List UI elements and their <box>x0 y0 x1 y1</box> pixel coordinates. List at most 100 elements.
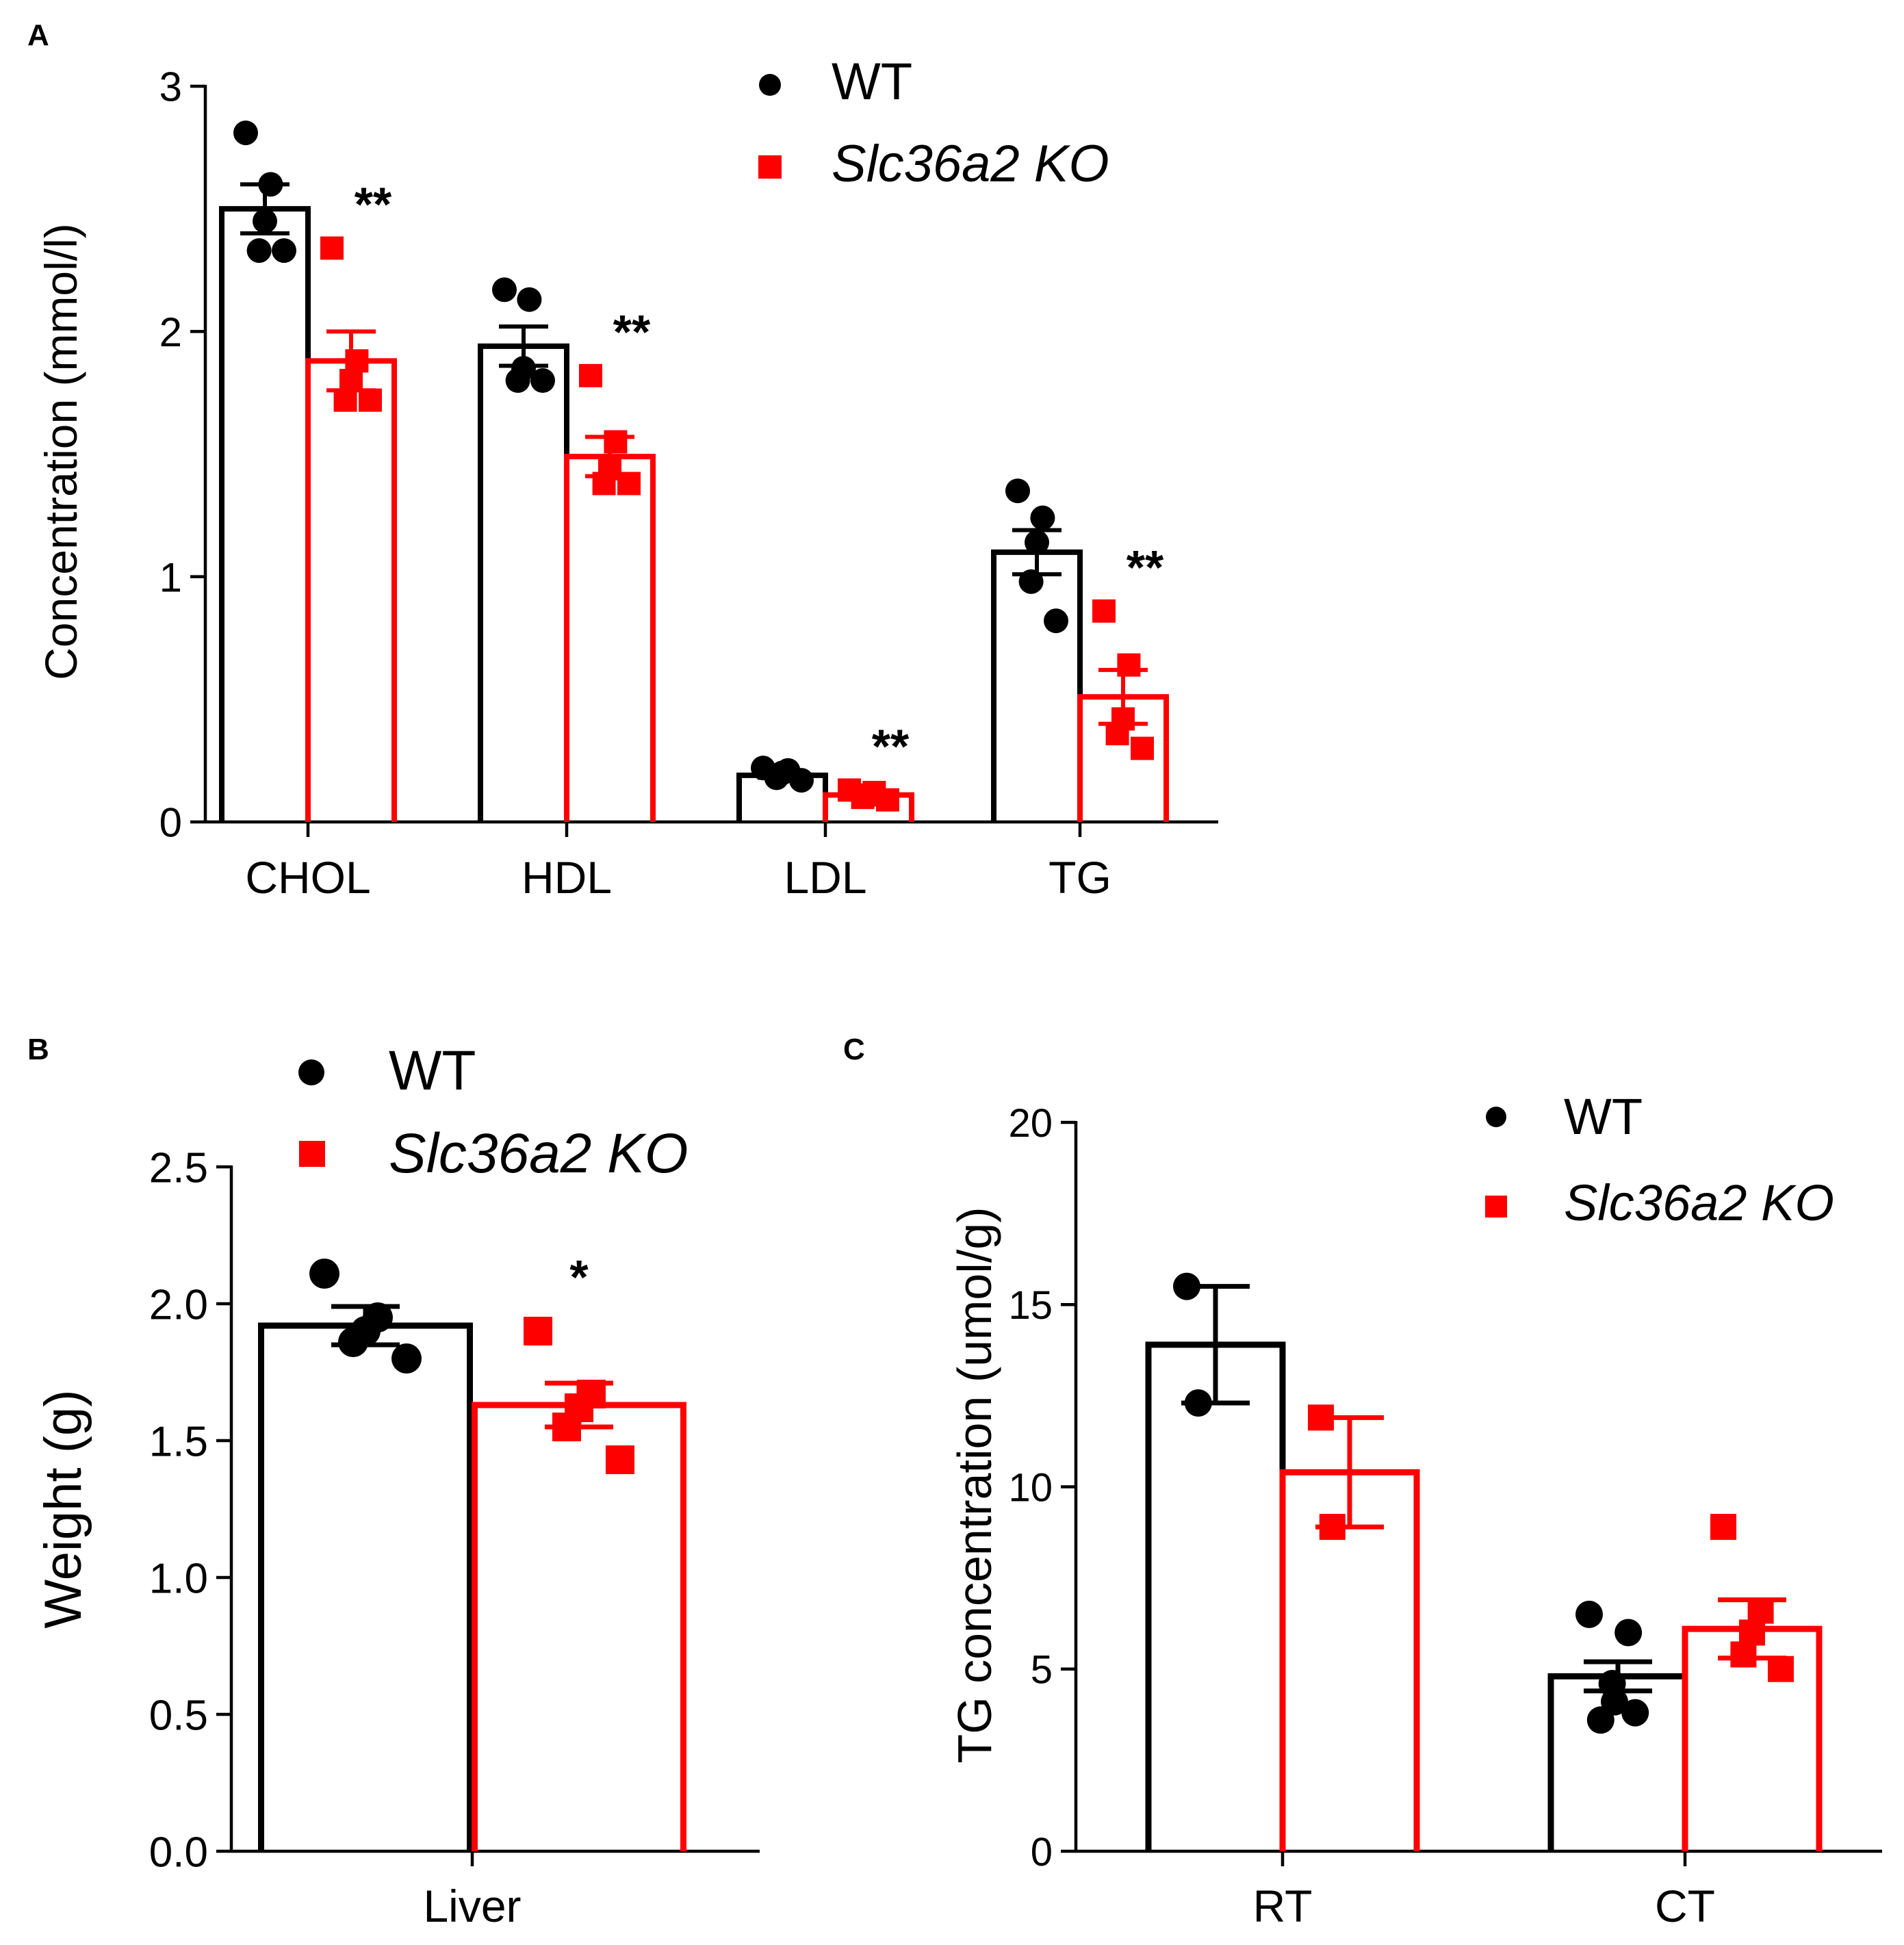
data-point-wt <box>309 1259 339 1289</box>
data-point-wt <box>1621 1699 1649 1727</box>
y-tick-label: 15 <box>1008 1283 1053 1328</box>
y-tick-label: 2.5 <box>149 1144 208 1192</box>
legend-wt-label: WT <box>832 53 912 111</box>
legend: WT Slc36a2 KO <box>298 1040 689 1185</box>
y-tick-label: 2.0 <box>149 1281 208 1328</box>
significance-marker: * <box>569 1250 589 1304</box>
data-point-wt <box>391 1343 422 1374</box>
data-point-wt <box>338 1327 368 1357</box>
legend: WT Slc36a2 KO <box>1485 1088 1834 1231</box>
data-point-ko <box>524 1317 552 1345</box>
data-point-ko <box>339 369 363 392</box>
x-tick-label: LDL <box>784 852 866 903</box>
data-point-wt <box>789 768 814 793</box>
data-point-ko <box>1710 1514 1736 1541</box>
data-point-ko <box>333 388 357 412</box>
bar-ko <box>305 358 397 822</box>
data-point-wt <box>1614 1619 1643 1647</box>
data-point-wt <box>505 368 530 393</box>
data-point-wt <box>1025 530 1049 555</box>
y-tick-label: 1.5 <box>149 1418 208 1465</box>
bar-wt <box>1145 1341 1286 1851</box>
data-point-wt <box>258 172 283 197</box>
y-tick-label: 0.0 <box>149 1829 208 1876</box>
y-tick-label: 2 <box>159 309 182 355</box>
legend-wt-marker <box>759 74 781 96</box>
y-tick-label: 1.0 <box>149 1555 208 1602</box>
data-point-ko <box>320 236 344 260</box>
data-point-ko <box>1117 653 1141 677</box>
data-point-ko <box>1730 1641 1757 1668</box>
data-point-ko <box>592 472 616 495</box>
significance-marker: ** <box>355 178 392 231</box>
panel-a-chart: A 0 1 2 3 CHOL HDL LDL TG ** ** ** ** Concentration… <box>27 18 1218 903</box>
data-point-ko <box>1747 1597 1774 1624</box>
y-tick-label: 20 <box>1008 1101 1053 1146</box>
legend: WT Slc36a2 KO <box>758 53 1109 193</box>
bar-wt <box>478 343 569 822</box>
data-point-wt <box>1173 1272 1200 1300</box>
y-axis-label: TG concentration (umol/g) <box>948 1207 1001 1763</box>
data-point-ko <box>606 1445 634 1474</box>
data-point-ko <box>1768 1656 1794 1682</box>
y-tick-label: 10 <box>1008 1465 1053 1510</box>
y-tick-label: 3 <box>159 64 182 110</box>
significance-marker: ** <box>872 719 910 773</box>
data-point-wt <box>233 120 258 146</box>
data-point-wt <box>492 277 517 302</box>
data-point-ko <box>876 788 899 812</box>
data-point-ko <box>359 388 382 412</box>
legend-ko-label: Slc36a2 KO <box>1564 1174 1834 1231</box>
y-tick-label: 0 <box>159 800 182 846</box>
bar-wt <box>258 1322 473 1851</box>
data-point-wt <box>1586 1706 1614 1734</box>
legend-ko-marker <box>1485 1196 1507 1218</box>
panel-c-letter: C <box>843 1033 865 1066</box>
bar-ko <box>564 454 656 822</box>
data-point-wt <box>1575 1600 1603 1628</box>
x-tick-label: CHOL <box>245 852 370 903</box>
data-point-wt <box>517 287 542 312</box>
panel-b-chart: B 0.0 0.5 1.0 1.5 2.0 2.5 Liver * Weight (g) WT… <box>27 1033 760 1931</box>
x-tick-label: TG <box>1049 852 1111 903</box>
data-point-ko <box>579 363 602 387</box>
panel-c-chart: C 0 5 10 15 20 RT CT TG concentration (umol/g)… <box>843 1033 1882 1931</box>
data-point-ko <box>1308 1404 1334 1431</box>
data-point-ko <box>345 349 369 373</box>
data-point-wt <box>1018 569 1044 594</box>
data-point-wt <box>246 238 272 263</box>
y-tick-label: 1 <box>159 554 182 600</box>
x-tick-label: RT <box>1253 1881 1313 1931</box>
data-point-wt <box>253 209 277 234</box>
data-point-ko <box>1319 1514 1346 1541</box>
data-point-ko <box>1131 736 1154 760</box>
data-point-ko <box>617 472 641 495</box>
legend-ko-label: Slc36a2 KO <box>389 1122 689 1185</box>
y-axis-label: Weight (g) <box>34 1389 92 1628</box>
significance-marker: ** <box>1127 541 1164 594</box>
x-tick-label: Liver <box>423 1881 521 1931</box>
data-point-ko <box>604 430 628 454</box>
panel-b-letter: B <box>27 1033 49 1066</box>
legend-wt-label: WT <box>389 1040 476 1102</box>
bar-wt <box>219 206 311 822</box>
data-point-wt <box>1030 505 1055 530</box>
legend-wt-marker <box>1486 1107 1506 1127</box>
data-point-ko <box>552 1413 581 1441</box>
y-tick-label: 5 <box>1031 1648 1053 1692</box>
data-point-wt <box>1005 478 1030 504</box>
data-point-wt <box>1184 1389 1212 1417</box>
data-point-wt <box>764 765 789 790</box>
bar-ko <box>472 1402 686 1851</box>
bar-wt <box>991 549 1083 822</box>
data-point-wt <box>272 238 296 263</box>
legend-ko-marker <box>758 155 782 179</box>
data-point-ko <box>1105 722 1129 745</box>
legend-wt-label: WT <box>1564 1088 1643 1145</box>
y-tick-label: 0 <box>1031 1830 1053 1875</box>
significance-marker: ** <box>613 305 651 359</box>
data-point-ko <box>1092 599 1116 623</box>
legend-ko-marker <box>299 1141 325 1167</box>
y-tick-label: 0.5 <box>149 1692 208 1739</box>
data-point-ko <box>1739 1619 1765 1646</box>
